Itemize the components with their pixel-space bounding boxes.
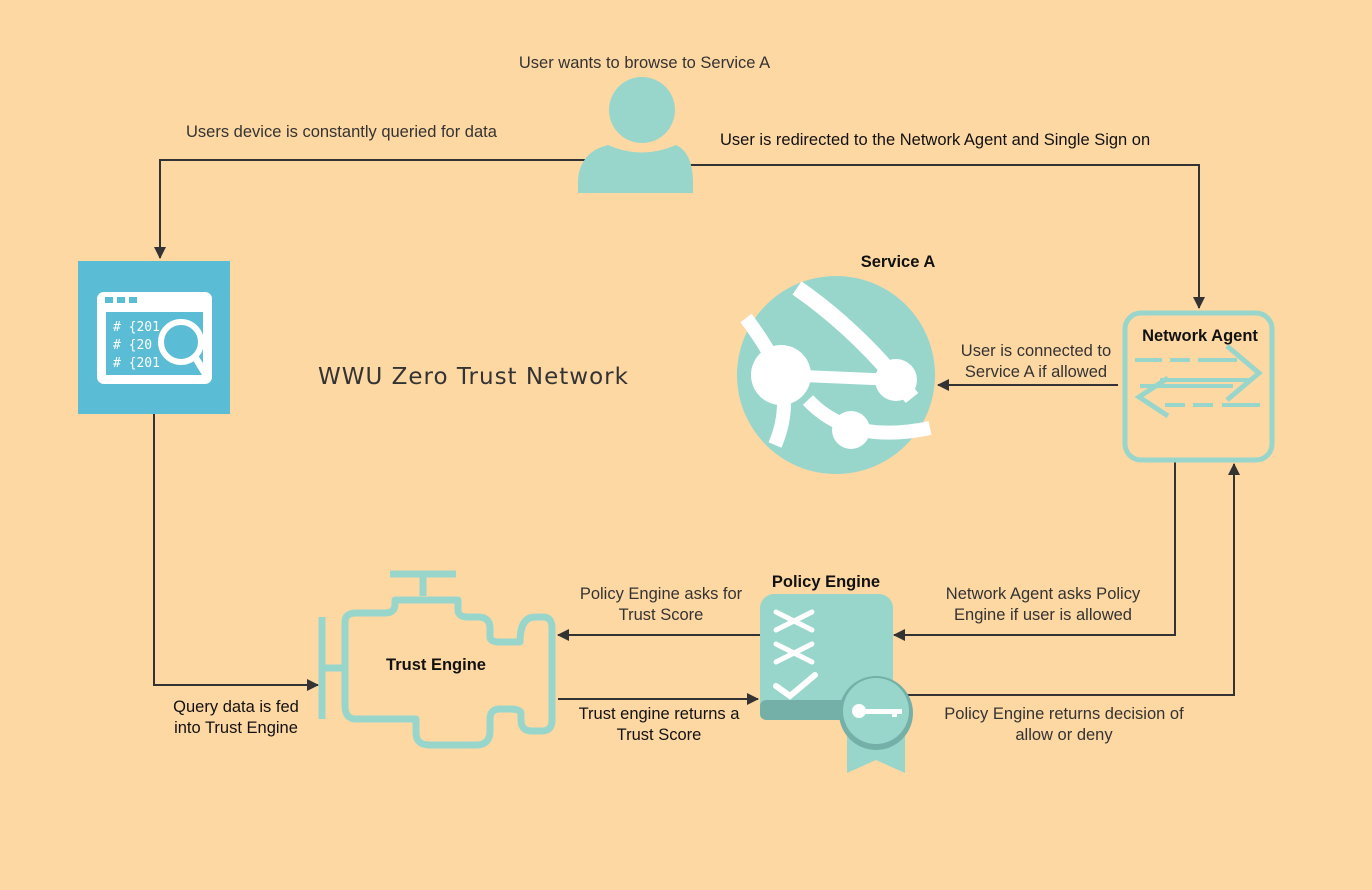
redirect-label: User is redirected to the Network Agent … <box>720 131 1151 149</box>
edge-user-to-network-agent <box>690 164 1205 309</box>
engine-icon <box>318 570 556 749</box>
trust-engine-title: Trust Engine <box>386 656 486 674</box>
network-agent-title: Network Agent <box>1142 327 1258 345</box>
arrows-exchange-icon <box>1122 310 1275 463</box>
device-queried-label: Users device is constantly queried for d… <box>186 123 497 141</box>
user-wants-label: User wants to browse to Service A <box>518 54 771 72</box>
connected-label: User is connected to Service A if allowed <box>960 342 1112 381</box>
query-fed-label: Query data is fed into Trust Engine <box>173 698 299 737</box>
edge-agent-to-policy <box>893 462 1176 641</box>
code-search-icon: # {201 # {20 )} / # {201 <box>78 261 230 414</box>
user-icon <box>578 77 693 193</box>
edge-user-to-device <box>154 159 585 259</box>
asks-policy-label: Network Agent asks Policy Engine if user … <box>945 585 1141 624</box>
edge-device-to-trust <box>153 414 319 691</box>
diagram-title: WWU Zero Trust Network <box>318 364 629 390</box>
globe-network-icon <box>737 276 935 474</box>
returns-decision-label: Policy Engine returns decision of allow o… <box>944 705 1184 744</box>
service-a-title: Service A <box>860 253 936 271</box>
edge-policy-to-agent <box>905 463 1240 696</box>
asks-trust-label: Policy Engine asks for Trust Score <box>579 585 743 624</box>
code-line-1: # {201 <box>113 320 160 335</box>
checklist-badge-icon <box>760 594 913 773</box>
connectors <box>153 159 1240 705</box>
code-line-3: # {201 <box>113 356 160 371</box>
returns-score-label: Trust engine returns a Trust Score <box>578 705 740 744</box>
policy-engine-title: Policy Engine <box>771 573 881 591</box>
